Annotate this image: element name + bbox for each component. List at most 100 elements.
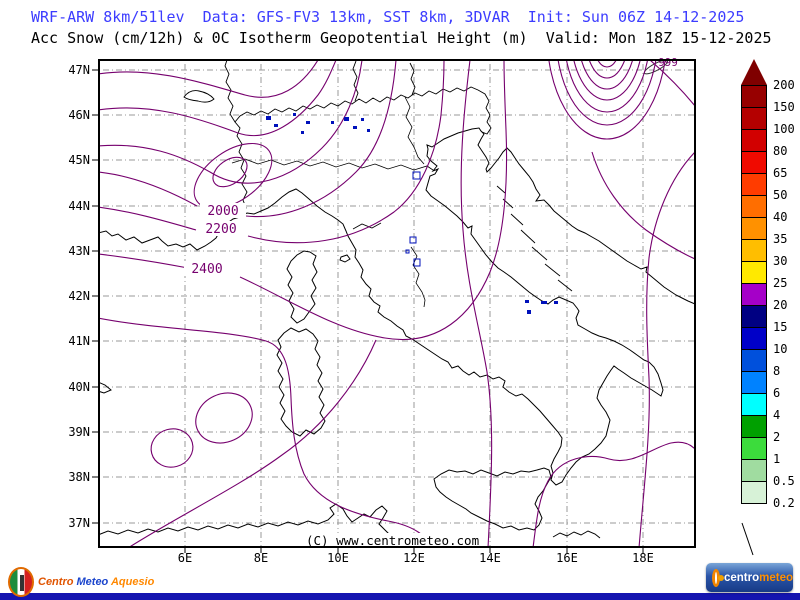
scale-box bbox=[741, 349, 767, 372]
scale-tick-label: 2 bbox=[773, 430, 781, 444]
left-logo-word-meteo: Meteo bbox=[76, 576, 111, 588]
scale-box bbox=[741, 437, 767, 460]
croatian-islands bbox=[496, 185, 573, 292]
left-logo-text: Centro Meteo Aquesio bbox=[38, 576, 154, 588]
coastline-sardinia bbox=[276, 327, 326, 437]
lake-geneva bbox=[183, 90, 215, 103]
svg-text:42N: 42N bbox=[68, 289, 90, 303]
svg-text:47N: 47N bbox=[68, 63, 90, 77]
scale-box bbox=[741, 261, 767, 284]
coastline-africa bbox=[100, 503, 413, 547]
svg-text:14E: 14E bbox=[479, 551, 501, 565]
coastline-fragment-se bbox=[552, 530, 601, 539]
svg-text:18E: 18E bbox=[632, 551, 654, 565]
grid-lines bbox=[100, 61, 694, 547]
lon-axis-labels: 6E 8E 10E 12E 14E 16E 18E bbox=[178, 551, 654, 565]
scale-tick-label: 35 bbox=[773, 232, 788, 246]
scale-box bbox=[741, 151, 767, 174]
scale-box bbox=[741, 195, 767, 218]
svg-text:6E: 6E bbox=[178, 551, 192, 565]
border-swiss-austria bbox=[352, 61, 359, 102]
svg-text:44N: 44N bbox=[68, 199, 90, 213]
border-alps bbox=[234, 86, 492, 217]
scale-tick-label: 8 bbox=[773, 364, 781, 378]
contour-2400 bbox=[100, 253, 189, 269]
product-valid-title: Acc Snow (cm/12h) & 0C Isotherm Geopoten… bbox=[31, 29, 772, 47]
scale-tick-label: 10 bbox=[773, 342, 788, 356]
scale-box bbox=[741, 283, 767, 306]
coastline-menorca bbox=[100, 382, 112, 394]
svg-text:45N: 45N bbox=[68, 153, 90, 167]
scale-arrow-icon bbox=[741, 59, 767, 85]
scale-box bbox=[741, 217, 767, 240]
coastlines-group bbox=[100, 61, 694, 547]
coastline-corsica bbox=[286, 250, 318, 324]
river-po bbox=[231, 158, 434, 171]
scale-tick-label: 200 bbox=[773, 78, 795, 92]
right-logo-text: centrometeo bbox=[724, 572, 793, 584]
contour-label-999: 999 bbox=[658, 56, 678, 69]
svg-text:38N: 38N bbox=[68, 470, 90, 484]
coastline-sicily bbox=[433, 467, 552, 531]
svg-text:(C) www.centrometeo.com: (C) www.centrometeo.com bbox=[306, 533, 479, 548]
scale-box bbox=[741, 327, 767, 350]
axis-ticks bbox=[92, 69, 644, 553]
centro-meteo-aquesio-logo: Centro Meteo Aquesio bbox=[8, 566, 154, 598]
watermark: (C) www.centrometeo.com bbox=[303, 533, 483, 548]
model-init-title: WRF-ARW 8km/51lev Data: GFS-FV3 13km, SS… bbox=[31, 8, 745, 26]
scale-tick-label: 65 bbox=[773, 166, 788, 180]
river-tiber bbox=[410, 246, 426, 308]
scale-tick-label: 0.2 bbox=[773, 496, 795, 510]
italian-flag-oval-icon bbox=[8, 567, 34, 597]
svg-text:16E: 16E bbox=[556, 551, 578, 565]
scale-box bbox=[741, 371, 767, 394]
footer-bar bbox=[0, 593, 800, 600]
scale-tick-label: 6 bbox=[773, 386, 781, 400]
scale-box bbox=[741, 393, 767, 416]
scale-tick-label: 20 bbox=[773, 298, 788, 312]
contour-label-2400: 2400 bbox=[191, 262, 222, 277]
scale-box bbox=[741, 481, 767, 504]
left-logo-word-centro: Centro bbox=[38, 576, 77, 588]
scale-box bbox=[741, 85, 767, 108]
svg-text:46N: 46N bbox=[68, 108, 90, 122]
svg-text:8E: 8E bbox=[254, 551, 268, 565]
svg-text:40N: 40N bbox=[68, 380, 90, 394]
lat-axis-labels: 47N 46N 45N 44N 43N 42N 41N 40N 39N 38N … bbox=[68, 63, 90, 530]
left-logo-word-aquesio: Aquesio bbox=[110, 576, 155, 588]
river-adige bbox=[404, 96, 425, 165]
svg-text:12E: 12E bbox=[403, 551, 425, 565]
scale-tick-label: 100 bbox=[773, 122, 795, 136]
contour-2000 bbox=[100, 171, 198, 207]
scale-tick-label: 1 bbox=[773, 452, 781, 466]
scale-box bbox=[741, 129, 767, 152]
svg-text:43N: 43N bbox=[68, 244, 90, 258]
right-logo-word-meteo: meteo bbox=[759, 571, 793, 584]
scale-tick-label: 15 bbox=[773, 320, 788, 334]
scale-box bbox=[741, 107, 767, 130]
svg-text:10E: 10E bbox=[327, 551, 349, 565]
scale-tick-label: 0.5 bbox=[773, 474, 795, 488]
scale-tick-label: 25 bbox=[773, 276, 788, 290]
svg-text:41N: 41N bbox=[68, 334, 90, 348]
scale-box bbox=[741, 415, 767, 438]
border-france-swiss bbox=[224, 61, 236, 123]
scale-box bbox=[741, 305, 767, 328]
scale-tick-label: 40 bbox=[773, 210, 788, 224]
svg-text:39N: 39N bbox=[68, 425, 90, 439]
coastline-mainland bbox=[100, 127, 694, 486]
scale-box bbox=[741, 239, 767, 262]
centrometeo-logo: centrometeo bbox=[706, 563, 793, 592]
map-frame bbox=[98, 59, 696, 548]
contour-label-2200: 2200 bbox=[205, 222, 236, 237]
contour-2200 bbox=[100, 206, 197, 231]
snow-specks-group bbox=[266, 113, 558, 314]
scale-tick-label: 150 bbox=[773, 100, 795, 114]
river-arno bbox=[352, 222, 382, 230]
scale-box bbox=[741, 459, 767, 482]
scale-tick-label: 50 bbox=[773, 188, 788, 202]
contour-low-bundle bbox=[548, 61, 666, 140]
border-austria bbox=[409, 62, 416, 96]
